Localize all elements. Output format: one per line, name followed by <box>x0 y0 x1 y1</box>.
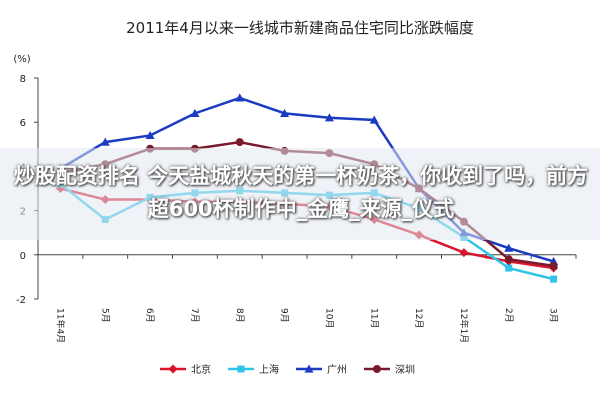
marker <box>373 365 381 373</box>
marker <box>369 115 379 124</box>
marker <box>504 243 514 252</box>
x-tick-label: 2月 <box>503 308 514 323</box>
marker <box>190 108 200 117</box>
x-tick-label: 10月 <box>323 308 334 328</box>
y-tick-label: 0 <box>20 251 26 262</box>
legend-label: 北京 <box>191 363 211 376</box>
marker <box>100 137 110 146</box>
marker <box>505 264 513 272</box>
marker <box>235 138 244 147</box>
x-tick-label: 5月 <box>99 308 110 323</box>
y-tick-label: 8 <box>20 74 26 85</box>
x-tick-label: 3月 <box>548 308 559 323</box>
marker <box>549 261 558 270</box>
marker <box>237 365 245 373</box>
marker <box>168 364 178 374</box>
x-tick-label: 12月 <box>413 308 424 328</box>
marker <box>235 93 245 102</box>
banner-text: 炒股配资排名 今天盐城秋天的第一杯奶茶，你收到了吗，前方超600杯制作中_金鹰_… <box>13 164 589 221</box>
legend-label: 广州 <box>327 364 347 376</box>
marker <box>280 108 290 117</box>
banner <box>0 148 600 240</box>
marker <box>504 255 513 264</box>
marker <box>304 364 314 373</box>
x-tick-label: 8月 <box>234 308 245 323</box>
x-tick-label: 12年1月 <box>458 308 470 343</box>
marker <box>550 275 558 283</box>
x-tick-label: 11年4月 <box>54 308 66 343</box>
marker <box>145 130 155 140</box>
legend-label: 深圳 <box>395 364 415 376</box>
x-tick-label: 7月 <box>189 308 200 323</box>
x-tick-label: 6月 <box>144 308 155 323</box>
y-axis-label: (%) <box>13 54 30 65</box>
legend-label: 上海 <box>259 363 279 376</box>
marker <box>459 248 469 258</box>
marker <box>324 113 334 122</box>
y-tick-label: 6 <box>20 118 26 129</box>
x-tick-label: 11月 <box>368 308 379 328</box>
chart-title: 2011年4月以来一线城市新建商品住宅同比涨跌幅度 <box>126 19 474 37</box>
x-tick-label: 9月 <box>279 308 290 323</box>
y-tick-label: -2 <box>16 295 26 306</box>
